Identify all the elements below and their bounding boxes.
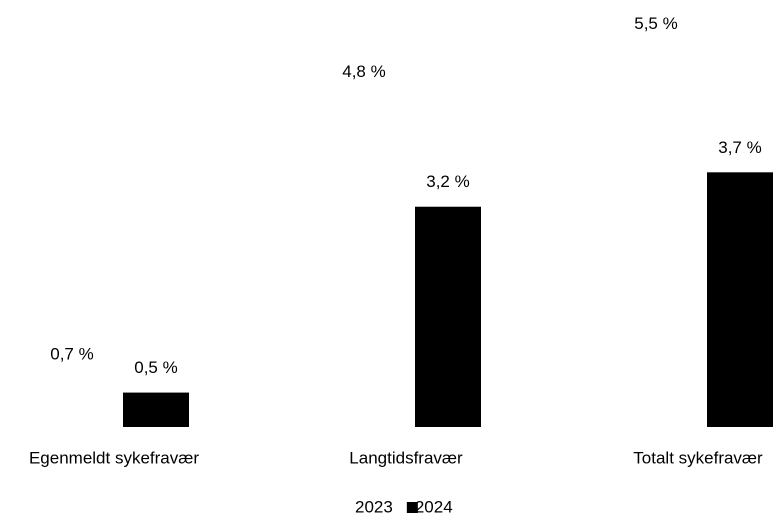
bar <box>331 96 397 427</box>
legend-label: 2024 <box>415 497 453 516</box>
legend-label: 2023 <box>355 497 393 516</box>
data-label: 0,7 % <box>50 344 93 363</box>
bar <box>415 206 481 427</box>
bar <box>623 48 689 428</box>
bar <box>707 172 773 427</box>
x-tick-label: Egenmeldt sykefravær <box>29 448 199 467</box>
data-label: 3,7 % <box>718 138 761 157</box>
data-label: 3,2 % <box>426 172 469 191</box>
x-tick-label: Totalt sykefravær <box>633 448 763 467</box>
data-label: 5,5 % <box>634 14 677 33</box>
data-label: 4,8 % <box>342 62 385 81</box>
bar <box>123 392 189 427</box>
x-tick-label: Langtidsfravær <box>349 448 463 467</box>
bar <box>39 378 105 427</box>
legend-swatch <box>406 502 418 513</box>
data-label: 0,5 % <box>134 358 177 377</box>
legend-swatch <box>347 502 358 513</box>
